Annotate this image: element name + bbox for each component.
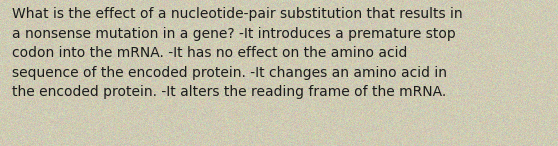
Text: What is the effect of a nucleotide-pair substitution that results in
a nonsense : What is the effect of a nucleotide-pair … xyxy=(12,7,463,99)
